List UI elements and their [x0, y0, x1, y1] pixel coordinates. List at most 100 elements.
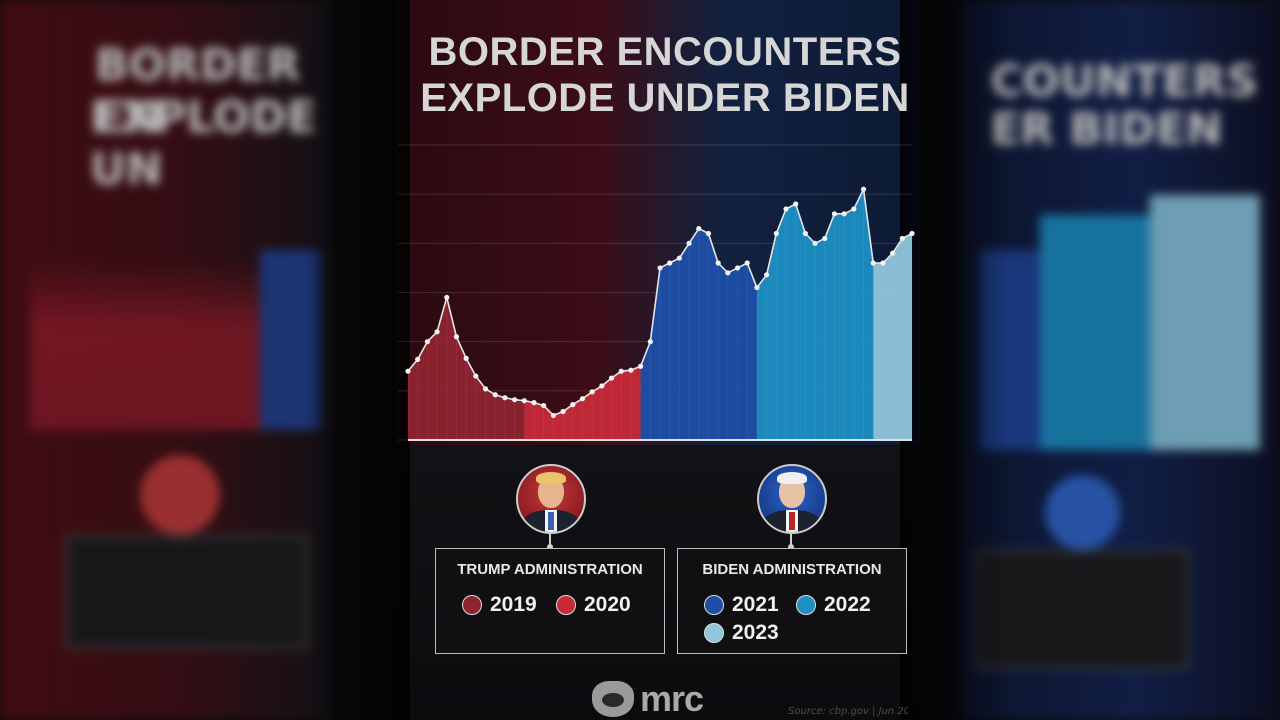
data-point	[860, 186, 867, 192]
data-point	[463, 355, 469, 361]
ghost-avatar	[140, 455, 220, 535]
mrc-logo: mrc	[592, 678, 704, 720]
data-point	[773, 230, 779, 237]
trump-portrait	[516, 464, 586, 534]
legend-label-2020: 2020	[584, 593, 631, 616]
data-point	[793, 201, 799, 207]
legend-swatch-2023	[704, 623, 724, 643]
shadow-left	[300, 0, 410, 720]
legend-item-2021: 2021	[704, 593, 779, 617]
data-point	[899, 235, 905, 242]
data-point	[589, 389, 595, 395]
legend-swatch-2020	[556, 595, 576, 615]
data-point	[841, 211, 847, 217]
ghost-legend-box	[65, 535, 309, 649]
data-point	[676, 255, 682, 261]
area-series-2022	[756, 189, 874, 440]
data-point	[880, 260, 886, 266]
data-point	[599, 383, 605, 389]
data-point	[434, 329, 440, 335]
portrait-hair	[536, 472, 566, 484]
data-point	[638, 363, 644, 369]
data-point	[686, 240, 692, 246]
data-point	[802, 230, 808, 237]
data-point	[725, 270, 731, 276]
data-point	[647, 339, 653, 345]
data-point	[550, 412, 556, 419]
data-point	[851, 206, 857, 212]
ghost-legend-box	[975, 550, 1189, 669]
trump-legend-heading: TRUMP ADMINISTRATION	[457, 561, 643, 578]
data-point	[444, 294, 450, 301]
shadow-right	[900, 0, 1010, 720]
data-point	[715, 260, 721, 266]
area-series-2021	[640, 228, 757, 440]
trump-legend-box: TRUMP ADMINISTRATION 2019 2020	[435, 548, 665, 654]
data-point	[482, 386, 489, 392]
portrait-hair	[777, 472, 807, 484]
data-point	[531, 400, 537, 406]
legend-item-2020: 2020	[556, 593, 631, 617]
legend-label-2021: 2021	[732, 593, 779, 616]
data-point	[453, 334, 460, 340]
legend-swatch-2019	[462, 595, 482, 615]
data-point	[424, 339, 430, 345]
data-point	[628, 367, 634, 373]
data-point	[541, 402, 547, 409]
legend-swatch-2022	[796, 595, 816, 615]
data-point	[512, 397, 518, 403]
data-point	[579, 396, 586, 402]
data-point	[831, 211, 838, 217]
area-series-2023	[873, 233, 912, 440]
biden-portrait	[757, 464, 827, 534]
legend-item-2022: 2022	[796, 593, 871, 617]
ghost-avatar	[1045, 475, 1120, 550]
data-point	[870, 260, 876, 266]
data-point	[560, 408, 566, 415]
biden-legend-box: BIDEN ADMINISTRATION 2021 2022 2023	[677, 548, 907, 654]
trump-connector-line	[549, 533, 551, 547]
background-ghost-left: BORDER EN EXPLODE UN	[0, 0, 330, 720]
mrc-logo-text: mrc	[640, 678, 704, 719]
legend-swatch-2021	[704, 595, 724, 615]
chart-title-line-1: BORDER ENCOUNTERS	[428, 30, 902, 74]
data-point	[405, 368, 411, 374]
ghost-area-red	[30, 260, 260, 430]
data-point	[764, 272, 770, 278]
data-point	[618, 368, 624, 374]
data-point	[608, 375, 615, 381]
portrait-tie	[548, 512, 554, 530]
legend-label-2022: 2022	[824, 593, 871, 616]
legend-item-2019: 2019	[462, 593, 537, 617]
data-point	[705, 230, 712, 237]
biden-connector-line	[790, 533, 792, 547]
biden-connector-dot	[788, 544, 794, 550]
data-point	[909, 230, 915, 237]
ghost-area-2023	[1150, 195, 1260, 450]
data-point	[473, 373, 479, 379]
ghost-title-line-2: EXPLODE UN	[90, 92, 317, 195]
data-point	[734, 265, 741, 271]
bulldog-icon	[592, 681, 634, 717]
data-point	[657, 265, 663, 271]
portrait-tie	[789, 512, 795, 530]
data-point	[890, 250, 896, 256]
data-point	[492, 392, 498, 398]
area-series-2020	[524, 366, 641, 440]
data-point	[783, 206, 789, 212]
ghost-title-line-1: COUNTERS	[990, 56, 1258, 107]
data-point	[822, 235, 828, 242]
data-point	[696, 225, 702, 232]
source-note: Source: cbp.gov | Jun 2023	[788, 706, 908, 717]
legend-label-2019: 2019	[490, 593, 537, 616]
data-point	[521, 398, 527, 404]
ghost-title-line-1: BORDER EN	[95, 40, 301, 143]
legend-item-2023: 2023	[704, 621, 779, 645]
data-point	[415, 356, 421, 362]
legend-label-2023: 2023	[732, 621, 779, 644]
trump-connector-dot	[547, 544, 553, 550]
chart-title-line-2: EXPLODE UNDER BIDEN	[420, 76, 910, 120]
data-point	[570, 402, 576, 408]
data-point	[812, 240, 818, 246]
